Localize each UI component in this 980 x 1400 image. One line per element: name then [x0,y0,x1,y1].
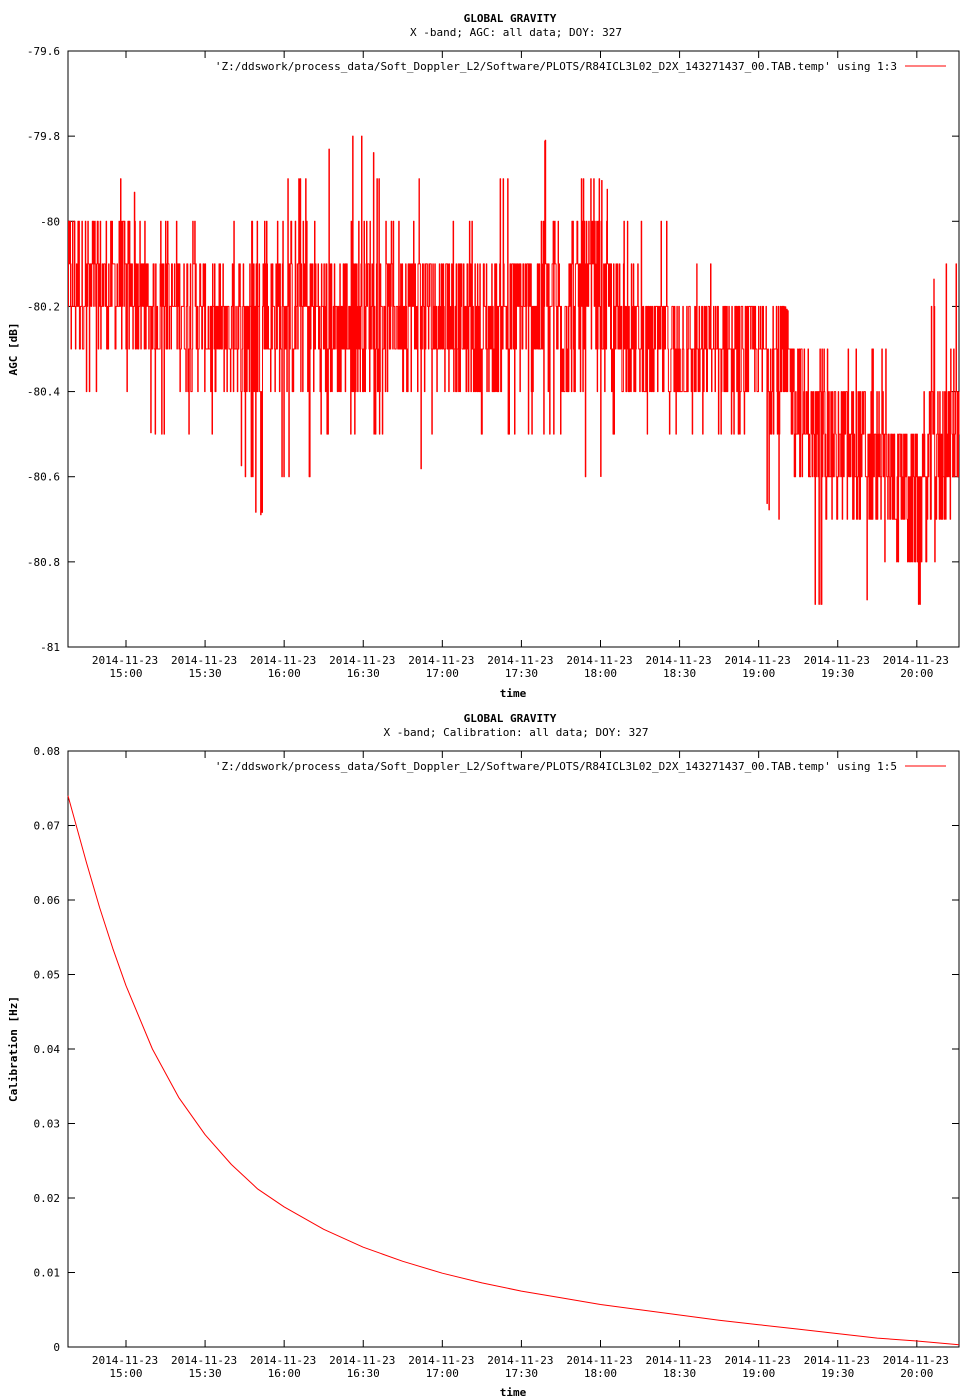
y-axis: 0.08 0.07 0.06 0.05 0.04 0.03 0.02 0.01 0 [34,745,959,1354]
legend-label: 'Z:/ddswork/process_data/Soft_Doppler_L2… [215,760,897,773]
x-tick-date: 2014-11-23 [92,654,158,667]
y-tick-label: 0 [53,1341,60,1354]
series-layer [68,135,960,605]
x-tick-time: 16:30 [347,1367,380,1380]
x-tick-time: 19:00 [742,1367,775,1380]
x-tick-time: 18:00 [584,667,617,680]
y-tick-label: -81 [40,641,60,654]
x-tick-date: 2014-11-23 [408,1354,474,1367]
chart-title: GLOBAL GRAVITY [464,712,557,725]
y-tick-label: 0.08 [34,745,61,758]
chart-title: GLOBAL GRAVITY [464,12,557,25]
x-axis: 2014-11-2315:002014-11-2315:302014-11-23… [92,751,949,1380]
y-tick-label: 0.02 [34,1192,61,1205]
x-tick-time: 15:00 [109,667,142,680]
x-tick-date: 2014-11-23 [329,1354,395,1367]
x-tick-date: 2014-11-23 [250,1354,316,1367]
y-axis-label: Calibration [Hz] [7,996,20,1102]
x-tick-date: 2014-11-23 [250,654,316,667]
x-tick-date: 2014-11-23 [725,654,791,667]
y-tick-label: 0.01 [34,1267,61,1280]
y-tick-label: 0.07 [34,820,61,833]
x-tick-date: 2014-11-23 [804,654,870,667]
x-axis: 2014-11-2315:002014-11-2315:302014-11-23… [92,51,949,680]
x-axis-label: time [500,687,527,700]
plot-frame [67,50,960,648]
x-tick-time: 16:00 [268,667,301,680]
x-tick-time: 16:30 [347,667,380,680]
y-tick-label: 0.03 [34,1118,61,1131]
y-tick-label: -80 [40,215,60,228]
x-tick-date: 2014-11-23 [566,1354,632,1367]
x-tick-date: 2014-11-23 [645,1354,711,1367]
y-tick-label: -80.6 [27,471,60,484]
x-tick-time: 19:00 [742,667,775,680]
chart-subtitle: X -band; AGC: all data; DOY: 327 [410,26,622,39]
y-tick-label: 0.05 [34,969,61,982]
y-tick-label: -80.4 [27,386,60,399]
y-tick-label: 0.06 [34,894,61,907]
x-tick-time: 15:30 [189,1367,222,1380]
x-tick-time: 16:00 [268,1367,301,1380]
x-tick-time: 17:00 [426,1367,459,1380]
x-tick-time: 18:30 [663,667,696,680]
y-axis-label: AGC [dB] [7,323,20,376]
y-tick-label: 0.04 [34,1043,61,1056]
x-tick-date: 2014-11-23 [408,654,474,667]
x-tick-time: 17:00 [426,667,459,680]
y-tick-label: -80.2 [27,300,60,313]
series-line [67,795,960,1346]
x-tick-date: 2014-11-23 [92,1354,158,1367]
x-tick-time: 19:30 [821,667,854,680]
x-tick-date: 2014-11-23 [883,654,949,667]
x-tick-time: 17:30 [505,667,538,680]
x-tick-date: 2014-11-23 [804,1354,870,1367]
x-tick-date: 2014-11-23 [329,654,395,667]
x-tick-time: 15:30 [189,667,222,680]
x-tick-date: 2014-11-23 [645,654,711,667]
series-line [68,135,960,605]
x-tick-date: 2014-11-23 [171,1354,237,1367]
x-tick-time: 17:30 [505,1367,538,1380]
x-tick-date: 2014-11-23 [487,1354,553,1367]
x-tick-date: 2014-11-23 [487,654,553,667]
chart-subtitle: X -band; Calibration: all data; DOY: 327 [384,726,649,739]
y-tick-label: -79.6 [27,45,60,58]
x-tick-time: 18:30 [663,1367,696,1380]
x-axis-label: time [500,1386,527,1399]
x-tick-time: 18:00 [584,1367,617,1380]
x-tick-time: 15:00 [109,1367,142,1380]
x-tick-time: 20:00 [900,667,933,680]
x-tick-date: 2014-11-23 [883,1354,949,1367]
series-layer [67,795,960,1346]
calibration-chart: GLOBAL GRAVITY X -band; Calibration: all… [7,712,960,1399]
y-tick-label: -80.8 [27,556,60,569]
y-tick-label: -79.8 [27,130,60,143]
agc-chart: GLOBAL GRAVITY X -band; AGC: all data; D… [7,12,960,700]
x-tick-date: 2014-11-23 [171,654,237,667]
x-tick-time: 19:30 [821,1367,854,1380]
legend-label: 'Z:/ddswork/process_data/Soft_Doppler_L2… [215,60,897,73]
x-tick-time: 20:00 [900,1367,933,1380]
x-tick-date: 2014-11-23 [725,1354,791,1367]
x-tick-date: 2014-11-23 [566,654,632,667]
plot-frame [67,750,960,1348]
y-axis: -79.6 -79.8 -80 -80.2 -80.4 -80.6 -80.8 -81 [27,45,959,654]
